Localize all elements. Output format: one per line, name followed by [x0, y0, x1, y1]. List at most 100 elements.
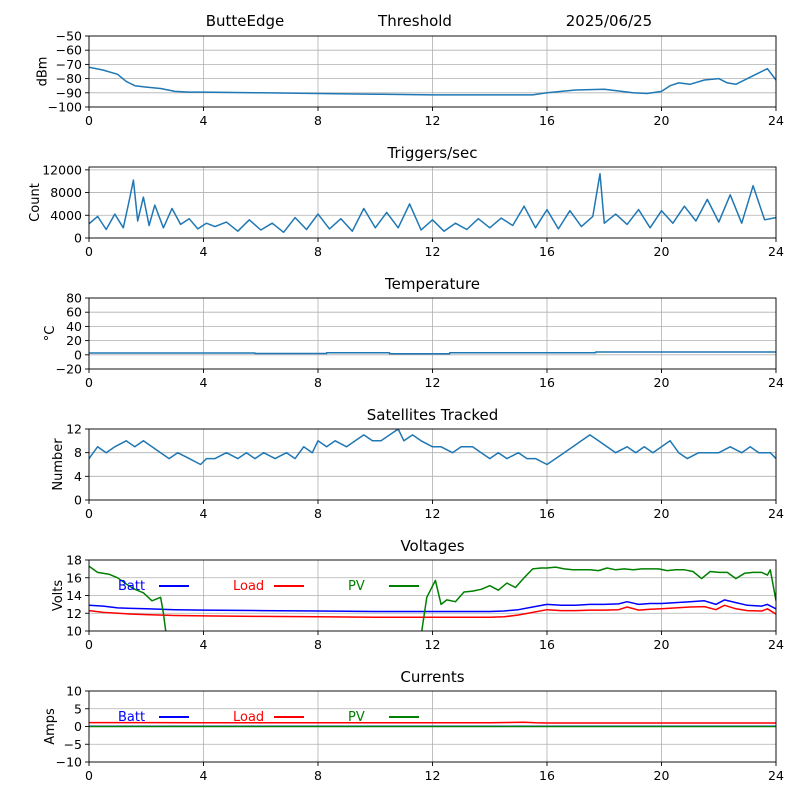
y-tick-label: 60	[66, 305, 82, 320]
header-mode: Threshold	[377, 12, 452, 30]
y-tick-label: −90	[56, 85, 82, 100]
panel-triggers: 0 4 8 12 16 20 24 0 4000 8000 12000 Triggers/sec Cou…	[28, 144, 784, 259]
x-tick-label: 16	[539, 375, 555, 390]
y-tick-label: −70	[56, 57, 82, 72]
x-tick-label: 8	[314, 637, 322, 652]
series-line-main	[89, 173, 776, 234]
x-tick-label: 8	[314, 506, 322, 521]
series-group	[89, 173, 776, 234]
x-tick-label: 8	[314, 375, 322, 390]
x-tick-label: 12	[425, 244, 441, 259]
panel-ylabel: Volts	[51, 580, 66, 612]
series-group	[89, 565, 776, 631]
y-tick-label: −20	[56, 362, 82, 377]
x-tick-label: 4	[200, 244, 208, 259]
x-tick-label: 24	[768, 375, 784, 390]
x-tick-label: 0	[85, 113, 93, 128]
y-tick-label: 0	[74, 231, 82, 246]
x-tick-label: 8	[314, 113, 322, 128]
series-line-main	[89, 351, 776, 355]
panel-currents: 0 4 8 12 16 20 24 −10 −5 0 5 10 Currents Amps Batt Load…	[43, 668, 784, 783]
x-tick-label: 8	[314, 244, 322, 259]
x-tick-label: 20	[654, 113, 670, 128]
panel-title: Triggers/sec	[387, 144, 478, 162]
x-tick-label: 12	[425, 375, 441, 390]
y-tick-label: 0	[74, 347, 82, 362]
y-tick-label: −80	[56, 71, 82, 86]
y-tick-label: 5	[74, 701, 82, 716]
y-tick-label: 10	[66, 624, 82, 639]
y-tick-label: 80	[66, 291, 82, 306]
legend-label-load: Load	[233, 579, 264, 594]
x-tick-label: 20	[654, 375, 670, 390]
y-tick-label: 20	[66, 333, 82, 348]
y-tick-label: 14	[66, 588, 82, 603]
header-date: 2025/06/25	[566, 12, 652, 30]
series-group	[89, 66, 776, 96]
legend-label-pv: PV	[348, 579, 365, 594]
x-tick-label: 0	[85, 244, 93, 259]
series-group	[89, 721, 776, 728]
panel-threshold: 0 4 8 12 16 20 24 −100−90−80−70−60−50 dBm	[36, 29, 784, 129]
legend-label-batt: Batt	[118, 710, 145, 725]
x-tick-label: 12	[425, 768, 441, 783]
x-tick-label: 12	[425, 113, 441, 128]
y-tick-label: −60	[56, 43, 82, 58]
x-tick-label: 24	[768, 113, 784, 128]
series-line-main	[89, 429, 776, 466]
series-line-pv	[89, 565, 776, 631]
x-tick-label: 0	[85, 506, 93, 521]
y-tick-label: 12	[66, 422, 82, 437]
x-tick-label: 16	[539, 768, 555, 783]
panel-satellites: 0 4 8 12 16 20 24 0 4 8 12 Satellites Tracked Number	[51, 406, 784, 521]
y-tick-label: 18	[66, 553, 82, 568]
header-station: ButteEdge	[206, 12, 285, 30]
x-tick-label: 16	[539, 506, 555, 521]
x-tick-label: 0	[85, 637, 93, 652]
x-tick-label: 4	[200, 637, 208, 652]
y-tick-label: −10	[56, 755, 82, 770]
y-tick-label: 8	[74, 445, 82, 460]
panel-title: Currents	[400, 668, 464, 686]
x-tick-label: 4	[200, 375, 208, 390]
x-tick-label: 20	[654, 768, 670, 783]
panel-ylabel: Number	[51, 438, 66, 491]
x-tick-label: 8	[314, 768, 322, 783]
y-tick-label: 0	[74, 493, 82, 508]
y-tick-label: 8000	[50, 185, 82, 200]
x-tick-label: 24	[768, 506, 784, 521]
x-tick-label: 16	[539, 637, 555, 652]
series-line-batt	[89, 599, 776, 613]
y-tick-label: 0	[74, 719, 82, 734]
x-tick-label: 24	[768, 637, 784, 652]
panel-ylabel: dBm	[36, 57, 51, 87]
x-tick-label: 24	[768, 768, 784, 783]
y-tick-label: −100	[48, 100, 82, 115]
panel-title: Satellites Tracked	[367, 406, 498, 424]
series-group	[89, 429, 776, 466]
x-tick-label: 20	[654, 637, 670, 652]
legend-label-pv: PV	[348, 710, 365, 725]
series-line-load	[89, 721, 776, 724]
x-tick-label: 4	[200, 506, 208, 521]
y-tick-label: 4000	[50, 208, 82, 223]
x-tick-label: 20	[654, 506, 670, 521]
panel-title: Voltages	[400, 537, 464, 555]
x-tick-label: 4	[200, 113, 208, 128]
legend-label-load: Load	[233, 710, 264, 725]
series-line-load	[89, 604, 776, 618]
x-tick-label: 12	[425, 637, 441, 652]
x-tick-label: 12	[425, 506, 441, 521]
series-group	[89, 351, 776, 355]
y-tick-label: 12000	[42, 162, 82, 177]
y-tick-label: −5	[64, 737, 82, 752]
y-tick-label: 12	[66, 606, 82, 621]
x-tick-label: 20	[654, 244, 670, 259]
y-tick-label: 16	[66, 570, 82, 585]
panel-voltages: 0 4 8 12 16 20 24 10 12 14 16 18 Voltages Volts Batt Lo…	[51, 537, 784, 652]
legend-label-batt: Batt	[118, 579, 145, 594]
